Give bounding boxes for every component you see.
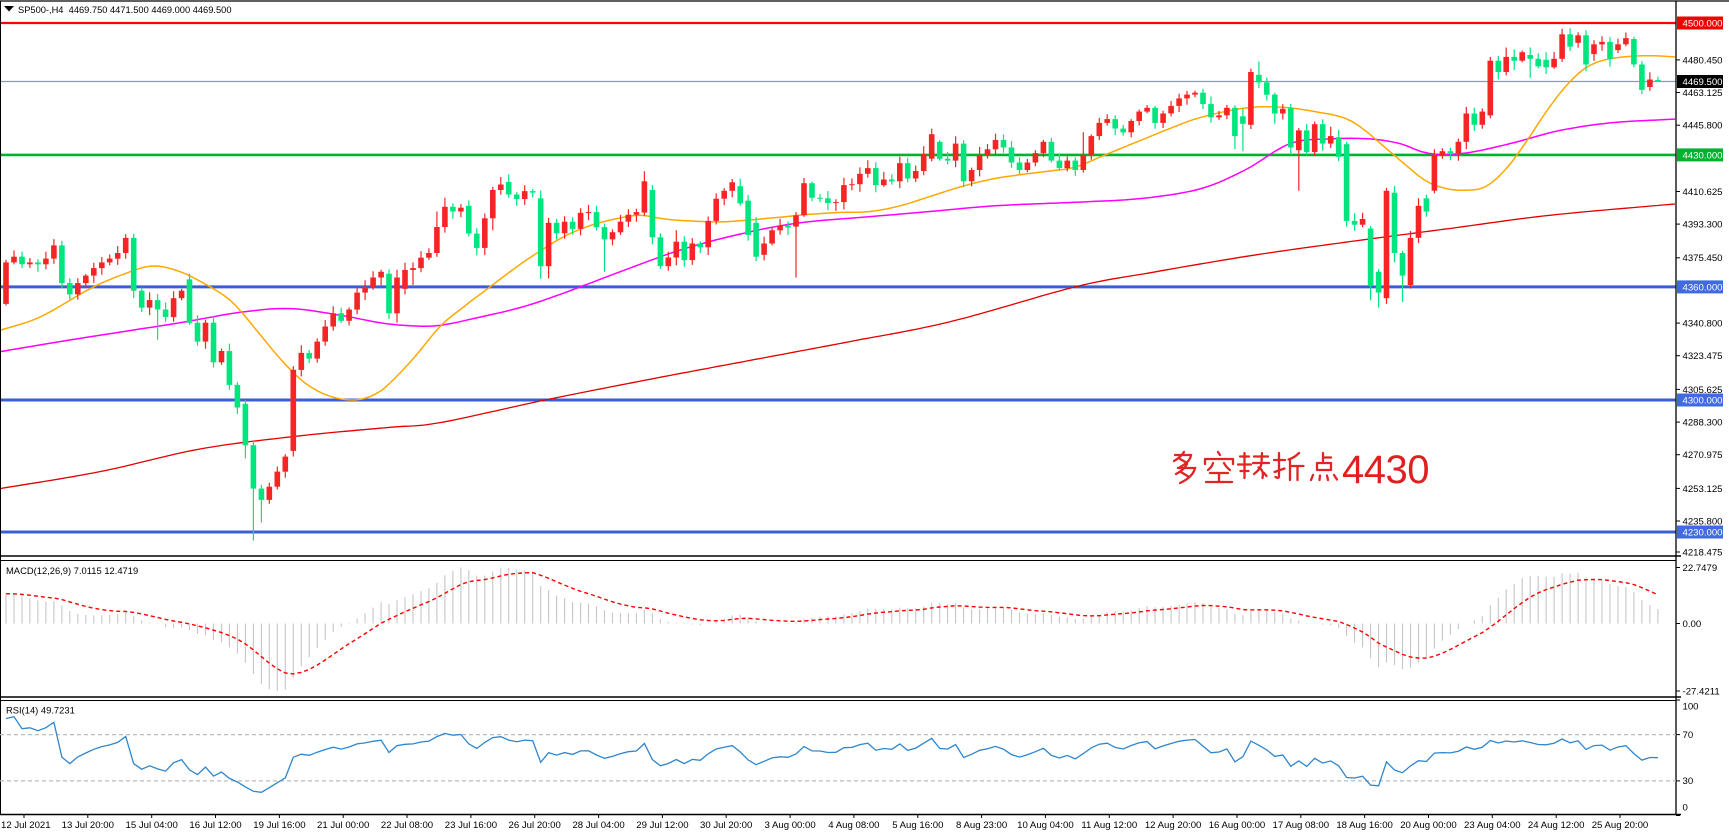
svg-text:25 Aug 20:00: 25 Aug 20:00 xyxy=(1592,820,1649,831)
svg-text:4 Aug 08:00: 4 Aug 08:00 xyxy=(828,820,879,831)
svg-text:22 Jul 08:00: 22 Jul 08:00 xyxy=(381,820,433,831)
svg-text:23 Aug 04:00: 23 Aug 04:00 xyxy=(1464,820,1521,831)
svg-text:4480.450: 4480.450 xyxy=(1683,55,1723,66)
svg-text:4360.000: 4360.000 xyxy=(1683,283,1723,294)
svg-text:23 Jul 16:00: 23 Jul 16:00 xyxy=(445,820,497,831)
svg-text:16 Aug 00:00: 16 Aug 00:00 xyxy=(1209,820,1266,831)
svg-text:18 Aug 16:00: 18 Aug 16:00 xyxy=(1336,820,1393,831)
svg-text:4270.975: 4270.975 xyxy=(1683,450,1723,461)
svg-text:12 Jul 2021: 12 Jul 2021 xyxy=(1,820,51,831)
svg-text:4340.800: 4340.800 xyxy=(1683,319,1723,330)
svg-text:4430.000: 4430.000 xyxy=(1683,151,1723,162)
svg-text:5 Aug 16:00: 5 Aug 16:00 xyxy=(892,820,943,831)
svg-text:4430: 4430 xyxy=(1342,448,1429,492)
svg-text:4235.800: 4235.800 xyxy=(1683,516,1723,527)
svg-text:4253.125: 4253.125 xyxy=(1683,484,1723,495)
svg-text:4230.000: 4230.000 xyxy=(1683,528,1723,539)
svg-text:10 Aug 04:00: 10 Aug 04:00 xyxy=(1017,820,1074,831)
svg-text:4410.625: 4410.625 xyxy=(1683,187,1723,198)
svg-text:20 Aug 00:00: 20 Aug 00:00 xyxy=(1400,820,1457,831)
svg-text:4393.300: 4393.300 xyxy=(1683,220,1723,231)
svg-text:4305.625: 4305.625 xyxy=(1683,385,1723,396)
svg-text:100: 100 xyxy=(1683,701,1699,712)
svg-text:4218.475: 4218.475 xyxy=(1683,547,1723,558)
svg-text:21 Jul 00:00: 21 Jul 00:00 xyxy=(317,820,369,831)
svg-text:15 Jul 04:00: 15 Jul 04:00 xyxy=(126,820,178,831)
svg-text:28 Jul 04:00: 28 Jul 04:00 xyxy=(572,820,624,831)
svg-text:70: 70 xyxy=(1683,730,1694,741)
svg-text:16 Jul 12:00: 16 Jul 12:00 xyxy=(189,820,241,831)
svg-text:4323.475: 4323.475 xyxy=(1683,351,1723,362)
svg-text:0: 0 xyxy=(1683,802,1688,813)
svg-text:19 Jul 16:00: 19 Jul 16:00 xyxy=(253,820,305,831)
svg-text:4463.125: 4463.125 xyxy=(1683,88,1723,99)
svg-text:4445.800: 4445.800 xyxy=(1683,121,1723,132)
svg-text:29 Jul 12:00: 29 Jul 12:00 xyxy=(636,820,688,831)
svg-text:8 Aug 23:00: 8 Aug 23:00 xyxy=(956,820,1007,831)
svg-text:11 Aug 12:00: 11 Aug 12:00 xyxy=(1081,820,1137,831)
svg-text:-27.4211: -27.4211 xyxy=(1683,686,1720,697)
svg-text:17 Aug 08:00: 17 Aug 08:00 xyxy=(1273,820,1330,831)
svg-text:3 Aug 00:00: 3 Aug 00:00 xyxy=(764,820,815,831)
svg-text:4300.000: 4300.000 xyxy=(1683,396,1723,407)
svg-text:24 Aug 12:00: 24 Aug 12:00 xyxy=(1528,820,1585,831)
svg-text:30 Jul 20:00: 30 Jul 20:00 xyxy=(700,820,752,831)
svg-text:22.7479: 22.7479 xyxy=(1683,563,1718,574)
svg-text:4375.450: 4375.450 xyxy=(1683,253,1723,264)
svg-text:13 Jul 20:00: 13 Jul 20:00 xyxy=(62,820,114,831)
svg-text:12 Aug 20:00: 12 Aug 20:00 xyxy=(1145,820,1202,831)
svg-text:RSI(14) 49.7231: RSI(14) 49.7231 xyxy=(6,705,75,716)
svg-text:MACD(12,26,9) 7.0115 12.4719: MACD(12,26,9) 7.0115 12.4719 xyxy=(6,565,138,576)
svg-text:26 Jul 20:00: 26 Jul 20:00 xyxy=(509,820,561,831)
svg-text:4469.500: 4469.500 xyxy=(1683,77,1723,88)
svg-text:4500.000: 4500.000 xyxy=(1683,19,1723,30)
svg-text:30: 30 xyxy=(1683,776,1694,787)
svg-text:0.00: 0.00 xyxy=(1683,619,1702,630)
svg-text:SP500-,H4 4469.750 4471.500 4: SP500-,H4 4469.750 4471.500 4469.000 446… xyxy=(18,5,232,15)
svg-text:4288.300: 4288.300 xyxy=(1683,418,1723,429)
